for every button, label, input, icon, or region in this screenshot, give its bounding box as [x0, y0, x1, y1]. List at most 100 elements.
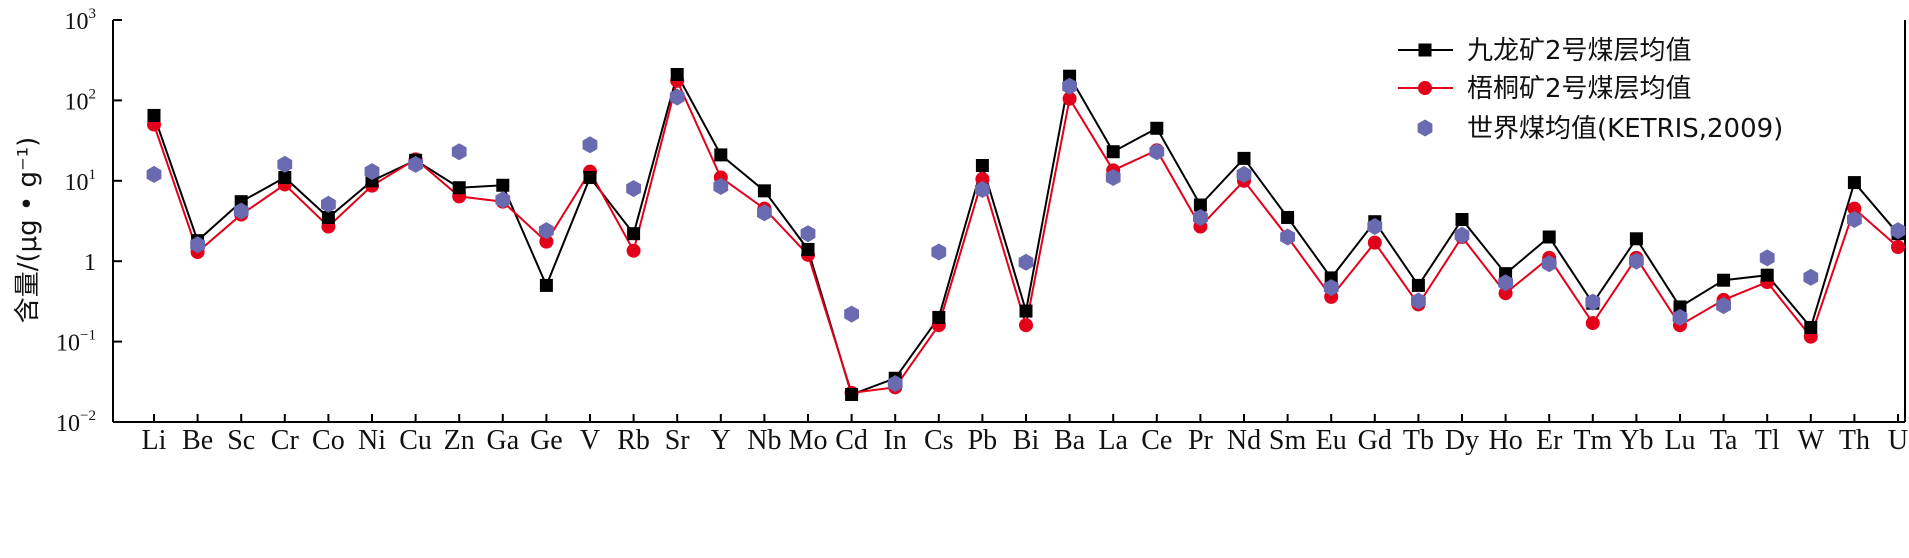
series-1-point — [627, 227, 641, 241]
y-ticks: 10−2 10−1 1 101 102 103 — [56, 6, 122, 437]
series-1-point — [1455, 213, 1469, 227]
series-3-point — [1193, 209, 1208, 226]
legend-item-series-1: 九龙矿2号煤层均值 — [1398, 36, 1692, 66]
series-2-point — [1367, 235, 1382, 250]
y-tick-label: 10−1 — [56, 328, 96, 357]
series-3-point — [844, 305, 859, 323]
series-3-point — [757, 204, 772, 222]
series-3-point — [1803, 268, 1819, 286]
series-3-point — [1847, 211, 1862, 228]
series-1-point — [714, 148, 728, 162]
x-tick-label: Ni — [358, 425, 386, 456]
series-1-point — [278, 170, 292, 184]
series-3-point — [277, 155, 293, 173]
legend: 九龙矿2号煤层均值 梧桐矿2号煤层均值 世界煤均值(KETRIS,2009) — [1398, 36, 1783, 144]
axes — [112, 20, 1906, 423]
x-tick-label: Lu — [1664, 425, 1695, 456]
x-tick-label: Sc — [227, 425, 255, 456]
series-1-point — [452, 181, 466, 195]
x-tick-label: Rb — [617, 425, 650, 456]
x-tick-labels: Li Be Sc Cr Co Ni Cu Zn Ga Ge V Rb Sr Y Nb Mo Cd In Cs Pb Bi… — [142, 425, 1909, 456]
series-3-point — [1149, 143, 1165, 161]
legend-label-series-3: 世界煤均值(KETRIS,2009) — [1467, 114, 1783, 144]
series-1-point — [1150, 121, 1164, 135]
x-tick-label: Th — [1839, 425, 1870, 456]
series-3-point — [1541, 255, 1557, 273]
series-1-point — [1847, 176, 1861, 190]
x-tick-label: Ge — [530, 425, 563, 456]
x-tick-label: V — [580, 425, 600, 456]
series-3-point — [1585, 293, 1601, 311]
x-tick-label: Pb — [968, 425, 998, 456]
series-3-point — [1498, 274, 1513, 292]
x-tick-label: Cu — [399, 425, 432, 456]
y-tick-label: 10−2 — [56, 408, 96, 437]
series-1-point — [321, 210, 335, 224]
legend-marker-series-2 — [1418, 81, 1432, 95]
plot-area — [146, 67, 1906, 401]
x-tick-label: Co — [312, 425, 345, 456]
x-tick-label: Tb — [1403, 425, 1434, 456]
legend-label-series-2: 梧桐矿2号煤层均值 — [1467, 74, 1692, 104]
y-tick-label: 103 — [65, 6, 97, 35]
series-3-point — [931, 243, 947, 261]
series-3-point — [582, 136, 598, 154]
x-tick-label: Bi — [1013, 425, 1040, 456]
series-3-point — [713, 178, 729, 195]
series-3-point — [1367, 218, 1383, 235]
series-1-point — [1063, 69, 1077, 83]
x-tick-label: Nb — [747, 425, 781, 456]
x-tick-label: Cr — [271, 425, 300, 456]
series-3-point — [800, 225, 816, 243]
series-3-point — [321, 195, 336, 213]
series-1-point — [1019, 304, 1033, 318]
series-1-point — [583, 170, 597, 184]
series-3-point — [1716, 297, 1731, 315]
series-3-point — [1018, 253, 1034, 271]
series-3-point — [626, 180, 641, 198]
series-3-point — [1629, 252, 1644, 270]
series-3-point — [539, 222, 554, 240]
series-3-point — [669, 88, 685, 106]
series-3-point — [1280, 228, 1295, 246]
series-3-point — [190, 236, 205, 254]
x-tick-label: Be — [182, 425, 213, 456]
x-tick-label: Yb — [1619, 425, 1653, 456]
series-3-point — [1890, 222, 1906, 240]
x-tick-label: Pr — [1188, 425, 1214, 456]
series-3-point — [451, 143, 467, 161]
legend-label-series-1: 九龙矿2号煤层均值 — [1467, 36, 1692, 66]
series-1-point — [801, 242, 815, 256]
series-2-point — [975, 172, 990, 187]
series-2-point — [1019, 318, 1033, 333]
series-3-point — [364, 163, 380, 181]
series-1-point — [1542, 230, 1556, 244]
series-1-point — [1673, 300, 1687, 314]
legend-marker-series-3 — [1417, 119, 1433, 137]
x-tick-label: Sm — [1269, 425, 1307, 456]
series-2-point — [1062, 91, 1077, 106]
series-3-point — [495, 191, 511, 209]
x-tick-label: Ho — [1488, 425, 1522, 456]
x-tick-label: Cs — [924, 425, 954, 456]
x-tick-label: Ga — [486, 425, 519, 456]
series-3-point — [1454, 226, 1470, 244]
series-1-point — [757, 184, 771, 198]
series-3-point — [975, 181, 990, 198]
x-tick-label: Gd — [1358, 425, 1392, 456]
series-1-point — [932, 310, 946, 324]
series-1-point — [147, 108, 161, 122]
series-1-point — [975, 158, 989, 172]
series-1-point — [1106, 145, 1120, 159]
series-1-point — [1237, 151, 1251, 165]
x-tick-label: Er — [1536, 425, 1563, 456]
x-tick-label: Zn — [444, 425, 475, 456]
series-3-point — [1105, 169, 1121, 186]
series-2-point — [1585, 316, 1600, 331]
series-1-point — [1629, 232, 1643, 246]
series-3-point — [1411, 292, 1426, 310]
x-tick-label: Tm — [1573, 425, 1612, 456]
series-3-point — [233, 202, 249, 220]
series-3-point — [1236, 165, 1252, 183]
